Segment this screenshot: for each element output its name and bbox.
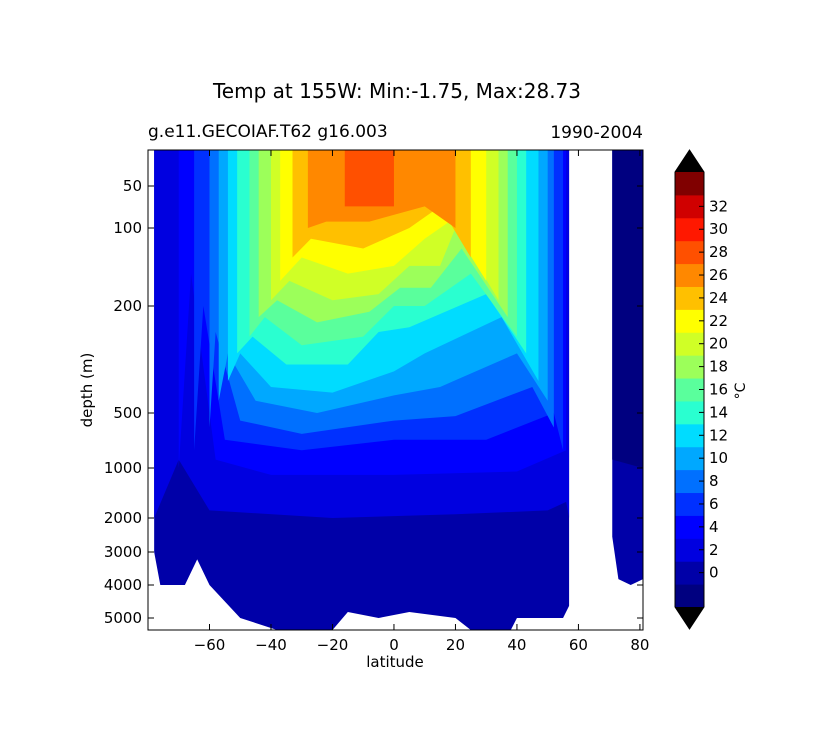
y-tick-label: 3000: [104, 543, 142, 561]
colorbar-tick-label: 22: [709, 312, 728, 330]
colorbar-swatch: [675, 584, 704, 608]
chart-subtitle-left: g.e11.GECOIAF.T62 g16.003: [148, 122, 388, 142]
y-tick-label: 1000: [104, 459, 142, 477]
colorbar-swatch: [675, 172, 704, 196]
x-tick-label: 0: [389, 636, 399, 654]
colorbar-extend-low: [675, 607, 704, 629]
x-tick-label: −60: [194, 636, 226, 654]
x-tick-label: 40: [507, 636, 526, 654]
colorbar-swatch: [675, 332, 704, 356]
y-tick-label: 5000: [104, 609, 142, 627]
colorbar-tick-label: 28: [709, 243, 728, 261]
contour-band-28: [344, 150, 394, 207]
y-tick-label: 500: [113, 404, 142, 422]
colorbar-swatch: [675, 263, 704, 287]
x-tick-label: 20: [446, 636, 465, 654]
colorbar-tick-label: 4: [709, 518, 719, 536]
y-tick-label: 200: [113, 297, 142, 315]
colorbar-tick-label: 14: [709, 403, 728, 421]
colorbar-tick-label: 8: [709, 472, 719, 490]
plot-area: [147, 149, 644, 631]
colorbar-label: °C: [733, 382, 749, 399]
colorbar-swatch: [675, 400, 704, 425]
colorbar-tick-label: 6: [709, 495, 719, 513]
colorbar-tick-label: 0: [709, 564, 719, 582]
chart-subtitle-right: 1990-2004: [550, 123, 643, 143]
y-tick-label: 2000: [104, 509, 142, 527]
colorbar-tick-label: 24: [709, 289, 728, 307]
plot-frame: [147, 149, 644, 631]
x-tick-label: 60: [569, 636, 588, 654]
colorbar-swatch: [675, 423, 704, 448]
colorbar-swatch: [675, 217, 704, 242]
chart-title: Temp at 155W: Min:-1.75, Max:28.73: [212, 79, 581, 103]
x-tick-label: 80: [630, 636, 649, 654]
colorbar-tick-label: 32: [709, 197, 728, 215]
colorbar-swatch: [675, 538, 704, 562]
colorbar-tick-label: 16: [709, 381, 728, 399]
x-axis: −60 −40 −20 0 20 40 60 80: [194, 150, 649, 654]
y-axis: 50 100 200 500 1000 2000 3000 4000 5000: [104, 177, 643, 627]
colorbar-swatch: [675, 194, 704, 219]
y-tick-label: 100: [113, 219, 142, 237]
colorbar-tick-label: 26: [709, 266, 728, 284]
colorbar-swatch: [675, 561, 704, 585]
colorbar-swatch: [675, 515, 704, 539]
x-tick-label: −20: [317, 636, 349, 654]
colorbar-swatch: [675, 446, 704, 471]
colorbar-outline: [674, 149, 705, 630]
colorbar-swatch: [675, 286, 704, 310]
colorbar-extend-high: [675, 150, 704, 172]
colorbar-tick-label: 10: [709, 449, 728, 467]
y-tick-label: 50: [123, 177, 142, 195]
arctic-surface: [612, 150, 643, 468]
colorbar-tick-label: 30: [709, 220, 728, 238]
x-tick-label: −40: [255, 636, 287, 654]
colorbar-swatch: [675, 240, 704, 265]
y-tick-label: 4000: [104, 576, 142, 594]
colorbar-tick-label: 2: [709, 541, 719, 559]
colorbar-swatch: [675, 469, 704, 494]
land-gap: [569, 150, 613, 630]
colorbar-tick-label: 20: [709, 335, 728, 353]
x-axis-label: latitude: [366, 653, 424, 671]
colorbar-tick-label: 18: [709, 358, 728, 376]
colorbar-tick-label: 12: [709, 426, 728, 444]
colorbar-swatch: [675, 309, 704, 333]
colorbar-swatch: [675, 492, 704, 516]
y-axis-label: depth (m): [78, 353, 96, 428]
colorbar-swatch: [675, 378, 704, 402]
colorbar-swatch: [675, 355, 704, 379]
